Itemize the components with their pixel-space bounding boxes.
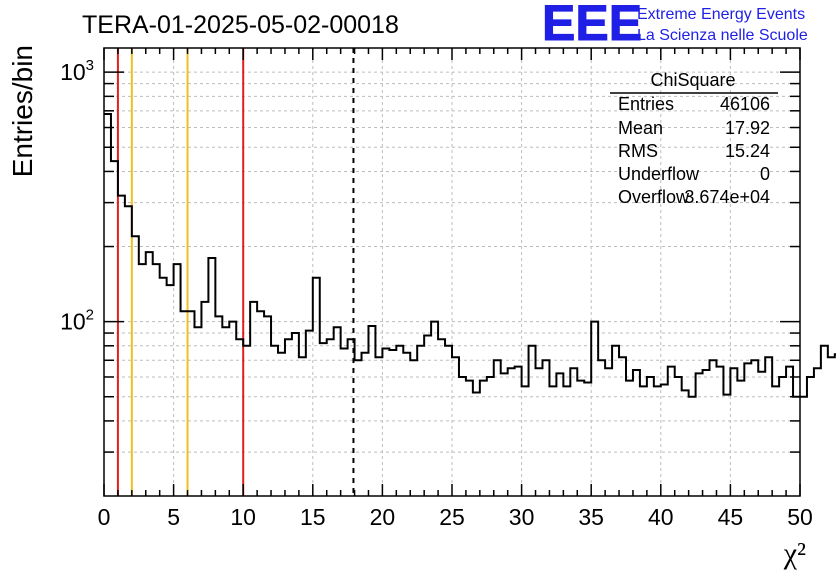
x-tick-label: 25 (439, 504, 465, 530)
histogram-outline (104, 112, 836, 398)
stats-label-overflow: Overflow (618, 187, 690, 207)
stats-label-underflow: Underflow (618, 164, 700, 184)
x-axis-label: χ² (783, 537, 806, 570)
x-tick-label: 15 (300, 504, 326, 530)
stats-title: ChiSquare (650, 70, 735, 90)
stats-label-rms: RMS (618, 141, 658, 161)
x-tick-label: 20 (370, 504, 396, 530)
marker-lines (116, 48, 355, 496)
stats-value-mean: 17.92 (725, 118, 770, 138)
logo-line-1: Extreme Energy Events (637, 6, 805, 23)
x-tick-label: 5 (167, 504, 180, 530)
y-tick-label-base: 10 (60, 59, 86, 85)
logo-eee: EEE (542, 0, 642, 51)
x-tick-label: 45 (718, 504, 744, 530)
stats-label-mean: Mean (618, 118, 663, 138)
x-tick-label: 40 (648, 504, 674, 530)
stats-value-overflow: 3.674e+04 (684, 187, 770, 207)
stats-value-underflow: 0 (760, 164, 770, 184)
y-tick-label-base: 10 (60, 309, 86, 335)
histogram (104, 112, 836, 398)
y-tick-label: 103 (60, 57, 94, 85)
x-tick-label: 10 (230, 504, 256, 530)
stats-value-rms: 15.24 (725, 141, 770, 161)
axis-ticks (103, 48, 801, 496)
x-tick-label: 35 (578, 504, 604, 530)
stats-box: ChiSquare Entries 46106 Mean 17.92 RMS 1… (610, 70, 778, 207)
x-tick-label: 0 (98, 504, 111, 530)
y-axis-label: Entries/bin (7, 45, 38, 177)
logo-line-2: La Scienza nelle Scuole (637, 27, 808, 44)
x-tick-labels: 0 5 10 15 20 25 30 35 40 45 50 (98, 504, 813, 530)
y-tick-label-exponent: 2 (86, 307, 94, 324)
x-tick-label: 50 (787, 504, 813, 530)
y-tick-label-exponent: 3 (86, 57, 94, 74)
stats-value-entries: 46106 (720, 94, 770, 114)
run-title: TERA-01-2025-05-02-00018 (82, 11, 399, 39)
x-tick-label: 30 (509, 504, 535, 530)
stats-label-entries: Entries (618, 94, 674, 114)
y-tick-label: 102 (60, 307, 94, 335)
